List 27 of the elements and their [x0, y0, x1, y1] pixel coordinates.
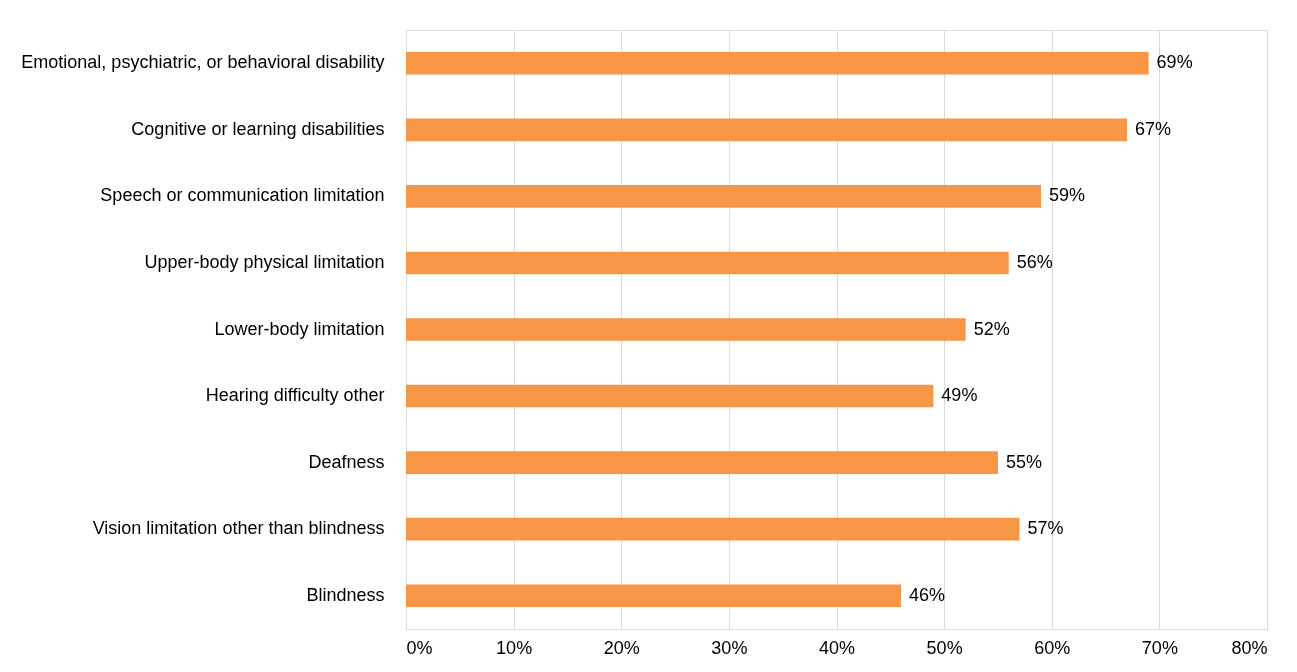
- x-tick-label: 70%: [1141, 637, 1178, 658]
- x-tick-label: 80%: [1231, 637, 1268, 658]
- y-tick-label: Blindness: [306, 584, 385, 605]
- data-label: 56%: [1016, 251, 1053, 272]
- data-label: 49%: [941, 385, 978, 406]
- data-label: 55%: [1005, 451, 1042, 472]
- x-tick-label: 0%: [406, 637, 433, 658]
- y-tick-label: Emotional, psychiatric, or behavioral disability: [21, 52, 385, 73]
- data-label: 59%: [1048, 185, 1086, 206]
- data-label: 46%: [909, 584, 946, 605]
- y-tick-label: Lower-body limitation: [214, 318, 385, 339]
- y-tick-label: Deafness: [308, 451, 385, 472]
- data-label: 57%: [1027, 518, 1064, 539]
- x-tick-label: 30%: [711, 637, 748, 658]
- y-tick-label: Cognitive or learning disabilities: [131, 118, 385, 139]
- y-tick-label: Vision limitation other than blindness: [92, 518, 385, 539]
- y-tick-label: Hearing difficulty other: [205, 385, 385, 406]
- data-label: 52%: [973, 318, 1010, 339]
- x-tick-label: 60%: [1034, 637, 1071, 658]
- x-tick-label: 40%: [818, 637, 856, 658]
- x-tick-label: 10%: [496, 637, 533, 658]
- data-label: 69%: [1156, 52, 1193, 73]
- y-tick-label: Speech or communication limitation: [100, 185, 385, 206]
- y-tick-label: Upper-body physical limitation: [144, 251, 385, 272]
- data-label: 67%: [1135, 118, 1172, 139]
- x-tick-label: 50%: [926, 637, 963, 658]
- x-tick-label: 20%: [603, 637, 640, 658]
